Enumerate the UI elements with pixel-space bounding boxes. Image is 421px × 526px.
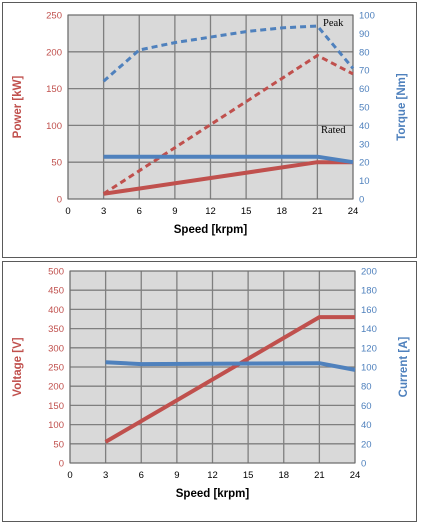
plot-border xyxy=(69,270,356,464)
right-tick-label: 40 xyxy=(361,420,372,431)
x-tick-label: 0 xyxy=(65,206,70,217)
right-tick-label: 0 xyxy=(361,459,366,470)
plot-border xyxy=(67,14,354,200)
x-tick-label: 21 xyxy=(312,206,323,217)
left-tick-label: 250 xyxy=(48,363,64,374)
right-axis-title: Torque [Nm] xyxy=(396,73,408,141)
right-tick-label: 80 xyxy=(359,47,370,58)
left-tick-label: 50 xyxy=(53,439,64,450)
power-torque-chart: 0 50 100 150 200 250 0 10 20 30 40 50 60 70 80 90 100 0 3 6… xyxy=(12,11,408,237)
right-tick-label: 40 xyxy=(359,121,370,132)
x-tick-label: 18 xyxy=(278,470,289,481)
left-tick-label: 400 xyxy=(48,305,64,316)
right-tick-label: 30 xyxy=(359,139,370,150)
left-tick-label: 150 xyxy=(46,84,62,95)
series-line-1 xyxy=(102,54,354,196)
annotation-rated: Rated xyxy=(321,125,346,136)
right-axis-title: Current [A] xyxy=(398,336,410,397)
left-axis-title: Voltage [V] xyxy=(12,337,24,396)
left-tick-label: 350 xyxy=(48,324,64,335)
x-tick-label: 3 xyxy=(101,206,106,217)
right-tick-label: 80 xyxy=(361,382,372,393)
x-tick-label: 12 xyxy=(205,206,216,217)
right-tick-label: 70 xyxy=(359,66,370,77)
x-tick-label: 21 xyxy=(314,470,325,481)
right-tick-label: 10 xyxy=(359,176,370,187)
left-tick-label: 100 xyxy=(48,420,64,431)
voltage-current-chart: 0501001502002503003504004505000204060801… xyxy=(12,267,410,501)
left-tick-label: 300 xyxy=(48,343,64,354)
left-tick-label: 250 xyxy=(46,11,62,22)
left-tick-label: 200 xyxy=(46,47,62,58)
right-tick-label: 90 xyxy=(359,29,370,40)
series-line-1 xyxy=(105,360,356,372)
left-tick-label: 450 xyxy=(48,286,64,297)
x-tick-label: 6 xyxy=(137,206,142,217)
x-tick-label: 18 xyxy=(276,206,287,217)
left-tick-label: 500 xyxy=(48,267,64,278)
series-line-3 xyxy=(102,24,355,83)
right-tick-label: 0 xyxy=(359,195,364,206)
x-tick-label: 9 xyxy=(172,206,177,217)
right-tick-label: 50 xyxy=(359,103,370,114)
right-tick-label: 140 xyxy=(361,324,377,335)
x-tick-label: 15 xyxy=(243,470,254,481)
right-tick-label: 160 xyxy=(361,305,377,316)
voltage-current-chart-panel: 0 50 100 150 200 250 300 350 400 450 500 0 20 40 60 80 1… xyxy=(2,261,417,522)
power-torque-chart-panel: 0 50 100 150 200 250 0 10 20 30 40 50 60 70 80 90 100 0 3 6… xyxy=(2,2,417,258)
left-tick-label: 200 xyxy=(48,382,64,393)
right-tick-label: 180 xyxy=(361,286,377,297)
right-tick-label: 60 xyxy=(361,401,372,412)
annotation-peak: Peak xyxy=(323,18,344,29)
right-tick-label: 100 xyxy=(359,11,375,22)
x-axis-title: Speed [krpm] xyxy=(176,488,250,500)
left-tick-label: 0 xyxy=(57,195,62,206)
left-tick-label: 100 xyxy=(46,121,62,132)
right-tick-label: 100 xyxy=(361,363,377,374)
left-tick-label: 0 xyxy=(59,459,64,470)
x-tick-label: 15 xyxy=(241,206,252,217)
x-tick-label: 0 xyxy=(67,470,72,481)
left-tick-label: 50 xyxy=(51,158,62,169)
series-line-0 xyxy=(104,315,355,444)
x-tick-label: 6 xyxy=(139,470,144,481)
x-tick-label: 24 xyxy=(348,206,359,217)
right-tick-label: 60 xyxy=(359,84,370,95)
right-tick-label: 20 xyxy=(359,158,370,169)
right-tick-label: 200 xyxy=(361,267,377,278)
x-axis-title: Speed [krpm] xyxy=(174,224,248,236)
x-tick-label: 9 xyxy=(174,470,179,481)
x-tick-label: 3 xyxy=(103,470,108,481)
series-line-2 xyxy=(103,154,354,165)
right-tick-label: 20 xyxy=(361,439,372,450)
right-tick-label: 120 xyxy=(361,343,377,354)
x-tick-label: 12 xyxy=(207,470,218,481)
x-tick-label: 24 xyxy=(350,470,361,481)
left-tick-label: 150 xyxy=(48,401,64,412)
left-axis-title: Power [kW] xyxy=(12,76,24,139)
